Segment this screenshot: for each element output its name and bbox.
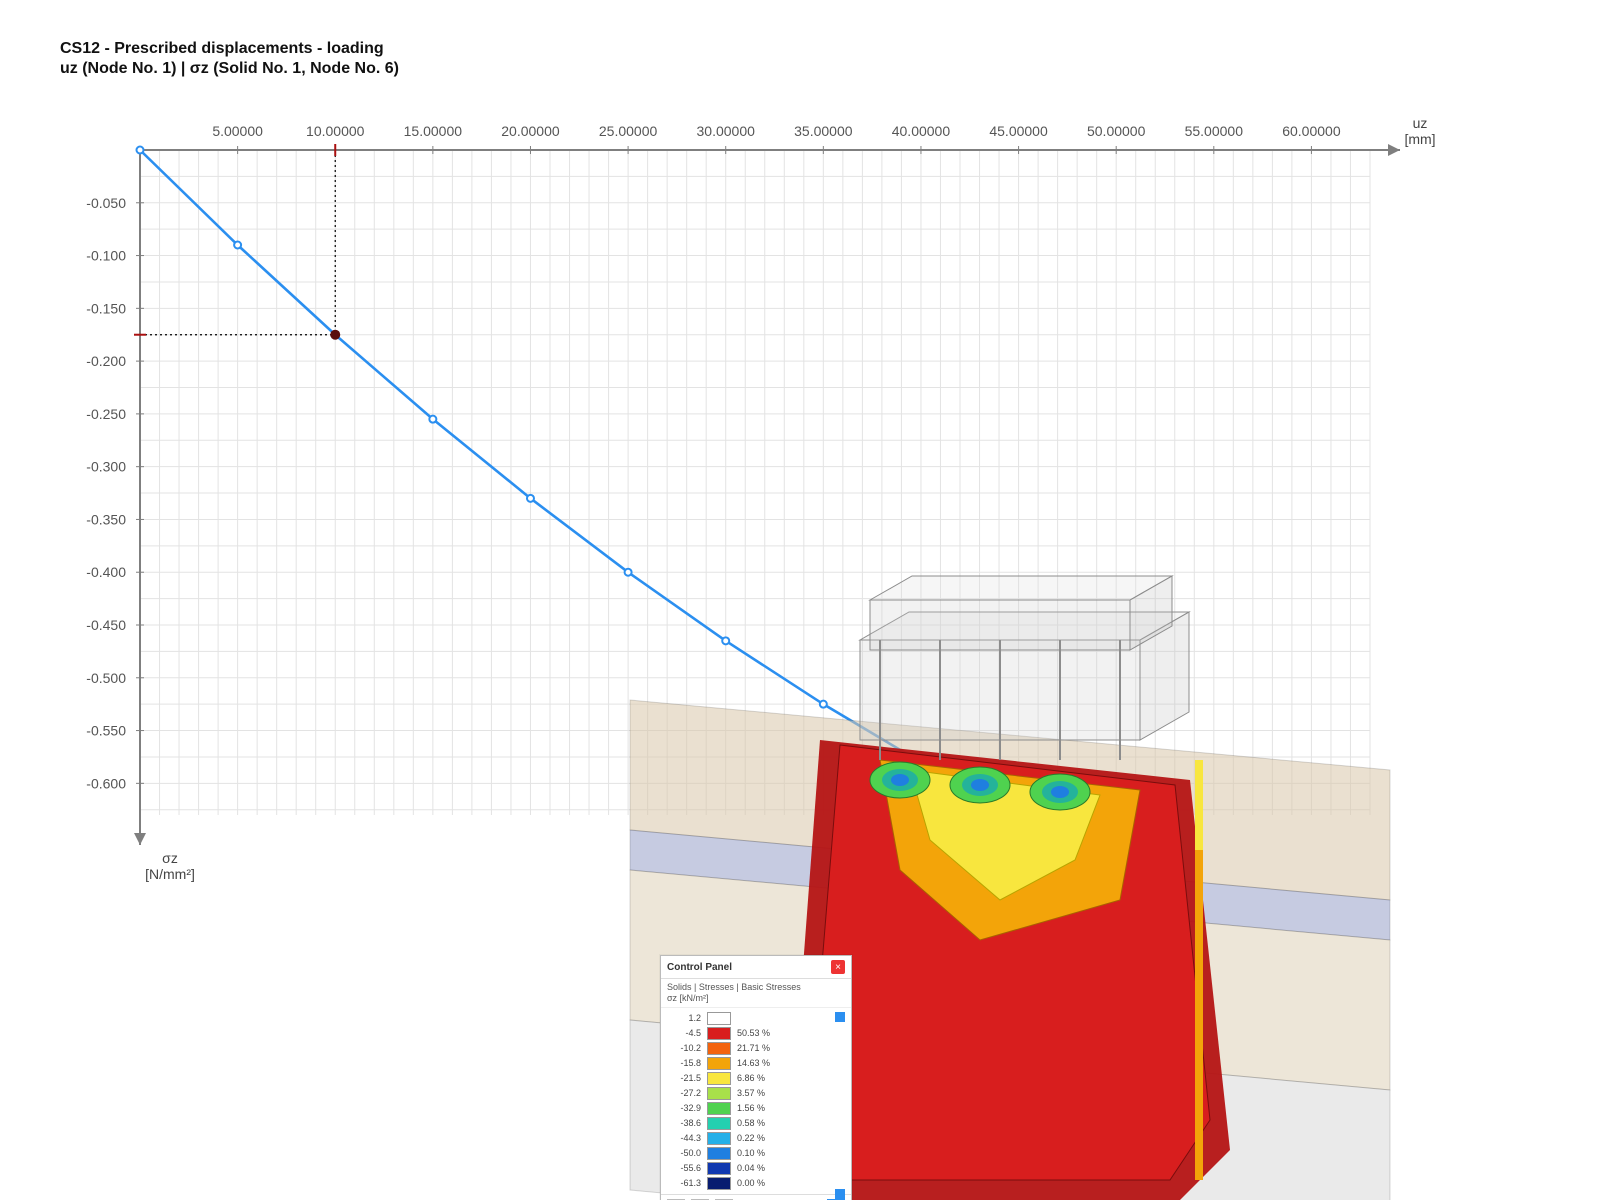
legend-row: -55.60.04 % (661, 1161, 851, 1176)
legend-row: -61.30.00 % (661, 1176, 851, 1191)
legend-row: -32.91.56 % (661, 1101, 851, 1116)
control-panel-subtitle: Solids | Stresses | Basic Stresses σᴢ [k… (661, 979, 851, 1008)
legend-row: -44.30.22 % (661, 1131, 851, 1146)
legend-row: -50.00.10 % (661, 1146, 851, 1161)
close-icon[interactable]: × (831, 960, 845, 974)
legend-row: -15.814.63 % (661, 1056, 851, 1071)
legend-row: -27.23.57 % (661, 1086, 851, 1101)
control-panel[interactable]: Control Panel × Solids | Stresses | Basi… (660, 955, 852, 1200)
control-panel-title: Control Panel (667, 962, 732, 973)
legend-row: -10.221.71 % (661, 1041, 851, 1056)
legend-row: -4.550.53 % (661, 1026, 851, 1041)
legend-row: -38.60.58 % (661, 1116, 851, 1131)
legend-row: -21.56.86 % (661, 1071, 851, 1086)
legend-body: 1.2-4.550.53 %-10.221.71 %-15.814.63 %-2… (661, 1008, 851, 1194)
control-panel-footer (661, 1194, 851, 1200)
